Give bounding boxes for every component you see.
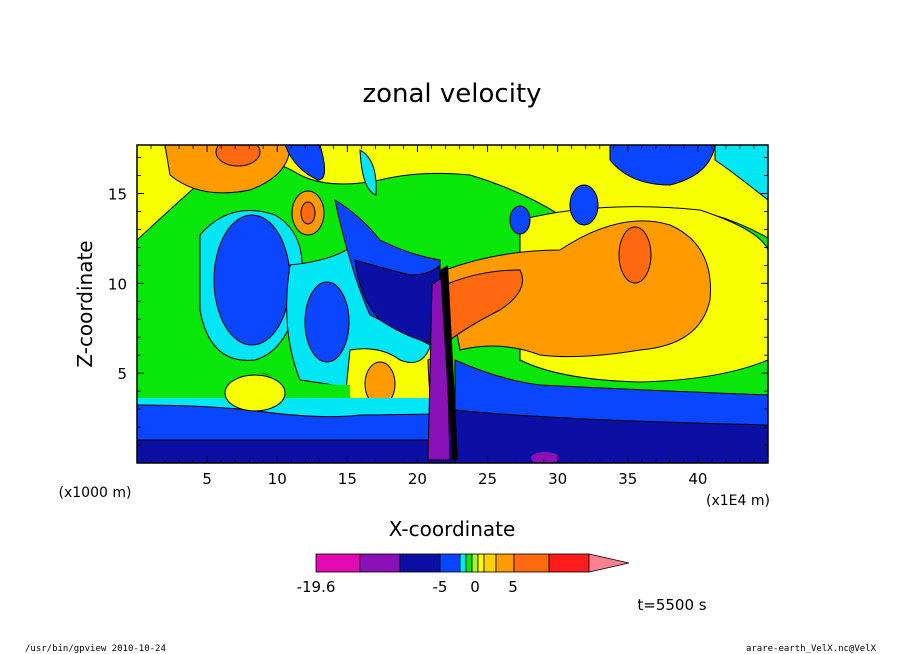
x-axis-label: X-coordinate bbox=[389, 517, 516, 541]
footer-left: /usr/bin/gpview 2010-10-24 bbox=[25, 644, 166, 654]
field-darkorange-topleft bbox=[215, 145, 261, 167]
x-tick-labels: 5 10 15 20 25 30 35 40 bbox=[202, 470, 707, 488]
y-axis-label: Z-coordinate bbox=[73, 240, 97, 367]
colorbar-labels: -19.6 -5 0 5 bbox=[297, 578, 518, 596]
x-tick-label-6: 35 bbox=[618, 470, 637, 488]
field-yellow-lowerleft-2 bbox=[224, 374, 286, 412]
x-tick-marks bbox=[150, 145, 755, 463]
x-unit-left: (x1000 m) bbox=[59, 485, 132, 501]
colorbar-segment-3 bbox=[439, 553, 461, 573]
x-tick-label-2: 15 bbox=[338, 470, 357, 488]
colorbar-label-0: -19.6 bbox=[297, 578, 336, 596]
field-darkorange-blob-1 bbox=[300, 201, 316, 225]
x-unit-right: (x1E4 m) bbox=[706, 493, 770, 509]
field-blue-blob-right bbox=[569, 184, 599, 226]
colorbar-segment-5 bbox=[465, 553, 473, 573]
colorbar-segment-9 bbox=[495, 553, 515, 573]
colorbar-label-2: 0 bbox=[470, 578, 480, 596]
y-tick-label-0: 5 bbox=[117, 365, 127, 383]
field-blue-blob-center bbox=[509, 205, 531, 235]
colorbar-label-3: 5 bbox=[508, 578, 518, 596]
colorbar-segment-6 bbox=[471, 553, 479, 573]
contour-field bbox=[137, 145, 768, 463]
x-tick-label-4: 25 bbox=[478, 470, 497, 488]
x-tick-label-0: 5 bbox=[202, 470, 212, 488]
colorbar-segment-8 bbox=[483, 553, 497, 573]
colorbar-segment-10 bbox=[513, 553, 550, 573]
y-tick-labels: 5 10 15 bbox=[108, 186, 127, 384]
colorbar-segment-11 bbox=[548, 553, 590, 573]
y-tick-marks bbox=[137, 157, 768, 446]
colorbar-label-1: -5 bbox=[433, 578, 448, 596]
field-blue-left-oval bbox=[213, 214, 291, 346]
field-blue-center-oval bbox=[304, 281, 350, 363]
chart-title: zonal velocity bbox=[362, 79, 541, 109]
colorbar-segment-1 bbox=[359, 553, 401, 573]
x-tick-label-1: 10 bbox=[268, 470, 287, 488]
colorbar-segment-0 bbox=[315, 553, 361, 573]
x-tick-label-5: 30 bbox=[548, 470, 567, 488]
field-darkorange-center bbox=[444, 269, 523, 341]
field-purple-bottom bbox=[531, 452, 559, 463]
y-tick-label-2: 15 bbox=[108, 186, 127, 204]
x-tick-label-3: 20 bbox=[408, 470, 427, 488]
field-darkorange-right bbox=[618, 226, 652, 284]
colorbar-segment-2 bbox=[399, 553, 441, 573]
field-cyan-streak-1 bbox=[359, 149, 377, 196]
x-tick-label-7: 40 bbox=[688, 470, 707, 488]
colorbar-segment-4 bbox=[459, 553, 467, 573]
field-blue-topright bbox=[609, 145, 716, 186]
y-tick-label-1: 10 bbox=[108, 275, 127, 293]
colorbar-segment-7 bbox=[477, 553, 485, 573]
colorbar bbox=[315, 553, 630, 573]
field-green-lowerleft bbox=[137, 340, 350, 398]
footer-right: arare-earth_VelX.nc@VelX bbox=[746, 644, 877, 654]
field-black-shear bbox=[440, 265, 458, 460]
field-blue-streak-1 bbox=[284, 145, 325, 181]
time-label: t=5500 s bbox=[637, 596, 706, 614]
colorbar-arrow bbox=[588, 553, 630, 573]
plot-frame bbox=[136, 144, 769, 464]
